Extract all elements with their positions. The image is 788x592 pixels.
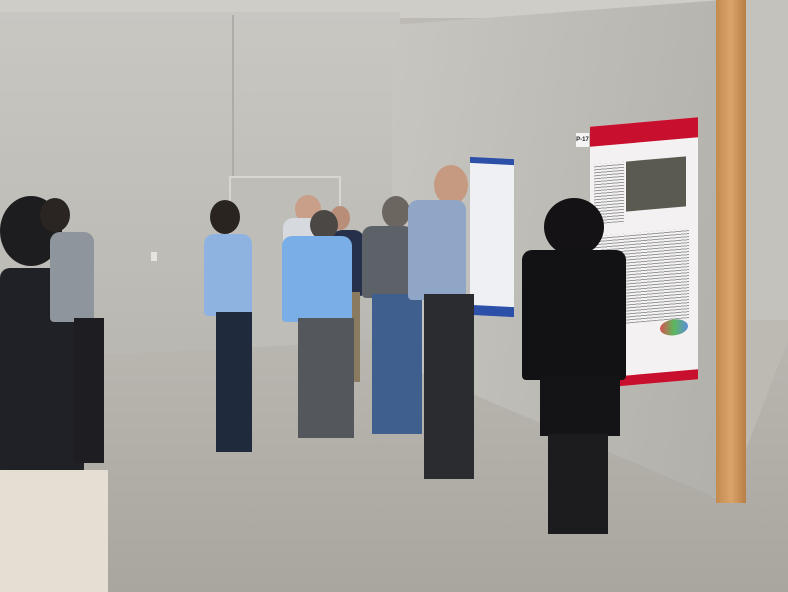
wood-pillar: [716, 0, 746, 503]
poster-blue: [470, 156, 514, 318]
wall-outlet: [151, 252, 157, 261]
poster-number-label: P-17: [576, 133, 589, 147]
poster-diagram: [660, 318, 688, 337]
poster-photo: [626, 156, 686, 212]
far-wall: [746, 0, 788, 320]
